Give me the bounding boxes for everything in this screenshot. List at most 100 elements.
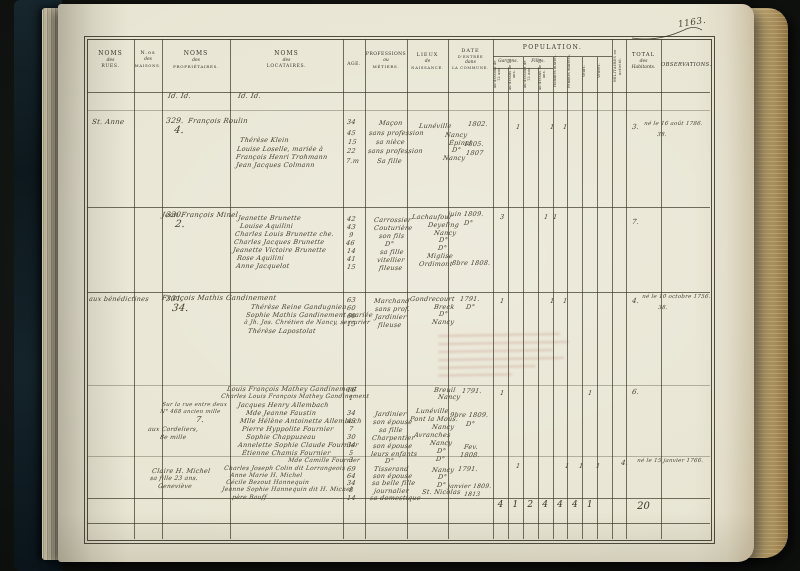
header-text: ou [383, 58, 389, 64]
handwriting-entry: D° [463, 219, 474, 227]
handwriting-entry: sa nièce [375, 138, 406, 146]
handwriting-entry: 1 [562, 123, 568, 131]
handwriting-entry: Ordimont [418, 260, 454, 268]
handwriting-entry: 9bre 1809. [449, 411, 490, 419]
table-grid-line [553, 57, 554, 539]
header-text: NOMS [183, 50, 209, 57]
handwriting-entry: 1 [348, 394, 354, 402]
col-header-total: TOTAL des Habitants. [626, 52, 661, 71]
handwriting-entry: Thérèse Reine Gandugnien [250, 303, 348, 311]
handwriting-entry: Lunéville [418, 122, 453, 130]
handwriting-entry: 4. [620, 459, 629, 467]
handwriting-entry: 6. [631, 388, 640, 396]
handwriting-entry: D° [437, 244, 448, 252]
totals-cell: 1 [586, 500, 593, 510]
table-grid-line [508, 68, 509, 539]
totals-cell: 4 [542, 500, 548, 510]
handwriting-entry: 63 [346, 296, 357, 304]
table-grid-line [448, 39, 449, 539]
handwriting-entry: 1 [552, 213, 558, 221]
table-grid-line [87, 92, 710, 93]
col-header-naissance: LIEUX de NAISSANCE. [407, 52, 448, 70]
table-grid-line [567, 57, 568, 539]
handwriting-entry: 38. [656, 132, 668, 138]
handwriting-entry: 1 [587, 389, 593, 397]
table-grid-line [493, 56, 612, 57]
header-text: LOCATAIRES. [266, 64, 307, 70]
handwriting-entry: 45 [346, 129, 357, 137]
header-text: des [106, 58, 115, 64]
header-text: D'ENTRÉE [457, 54, 484, 59]
handwriting-entry: 1791. [457, 465, 479, 473]
handwriting-entry: Deyeling [427, 221, 460, 229]
handwriting-entry: Nancy [442, 154, 466, 162]
header-text: MAISONS. [134, 62, 162, 68]
handwriting-entry: D° [435, 455, 446, 463]
table-grid-line [87, 456, 710, 457]
table-grid-line [134, 39, 135, 539]
subcol-header: Hommes mariés. [553, 54, 557, 88]
handwriting-entry: 15 [346, 320, 357, 328]
handwriting-entry: père Bauff [231, 494, 268, 501]
table-inner-frame [87, 39, 712, 541]
header-text: Habitants. [631, 65, 656, 71]
handwriting-entry: 16 [346, 386, 357, 394]
handwriting-entry: Geneviève [157, 483, 193, 490]
handwriting-entry: aux Cordeliers, [147, 426, 199, 433]
table-grid-line [493, 39, 494, 539]
handwriting-entry: son fils [378, 232, 406, 240]
table-grid-line [87, 498, 710, 499]
handwriting-entry: 43 [346, 223, 357, 231]
header-text: Filles. [531, 59, 545, 64]
handwriting-entry: 1802. [467, 120, 489, 128]
handwriting-entry: fileuse [377, 321, 403, 329]
handwriting-entry: sans profession [367, 147, 424, 155]
handwriting-entry: sa domestique [369, 494, 422, 502]
handwriting-entry: St. Anne [91, 118, 125, 126]
header-text: des [639, 59, 648, 65]
handwriting-entry: Charpentier [371, 434, 416, 442]
header-text: MÉTIERS. [372, 64, 400, 70]
handwriting-entry: Nancy [431, 423, 455, 431]
table-grid-line [87, 292, 710, 293]
handwriting-entry: 22 [346, 147, 357, 155]
handwriting-entry: Pierre Hyppolite Fournier [241, 425, 335, 433]
handwriting-entry: 9 [348, 231, 354, 239]
handwriting-entry: 15 [346, 263, 357, 271]
handwriting-entry: Nancy [444, 131, 468, 139]
handwriting-entry: né le 15 janvier 1766. [636, 458, 704, 464]
handwriting-entry: Gondrecourt [409, 295, 456, 303]
handwriting-entry: 8bre 1808. [451, 259, 492, 267]
handwriting-entry: fileuse [378, 264, 404, 272]
header-text: POPULATION. [522, 44, 583, 51]
handwriting-entry: 38. [657, 305, 669, 311]
header-text: LA COMMUNE. [452, 65, 489, 70]
handwriting-entry: Jacques Henry Allembach [237, 401, 330, 409]
handwriting-entry: 34 [346, 118, 357, 126]
group-header-population: POPULATION. [493, 44, 612, 52]
totals-cell: 1 [512, 500, 519, 510]
handwriting-entry: 3. [631, 123, 640, 131]
handwriting-entry: 14 [346, 247, 357, 255]
handwriting-entry: 7 [348, 425, 354, 433]
header-text: AGE. [347, 62, 361, 67]
handwriting-entry: François Mathis Gandinement [161, 294, 277, 302]
handwriting-entry: Nancy [429, 439, 453, 447]
handwriting-entry: Thérèse Lapostolat [247, 327, 317, 335]
header-text: Garçons. [498, 59, 518, 64]
handwriting-entry: D° [384, 457, 395, 465]
handwriting-entry: 4. [173, 125, 185, 136]
handwriting-entry: Id. Id. [237, 92, 262, 100]
handwriting-entry: D° [437, 473, 448, 481]
table-grid-line [407, 39, 408, 539]
handwriting-entry: 34 [346, 409, 357, 417]
header-text: N.os [140, 50, 156, 56]
col-header-rues: NOMS des RUES. [87, 50, 134, 70]
handwriting-entry: 1 [549, 123, 555, 131]
subcol-header: au-dessous de 12 ans. [523, 60, 531, 88]
ink-bleed-through [437, 328, 576, 382]
subcol-header: Veuves. [597, 63, 601, 79]
handwriting-entry: 34. [171, 303, 190, 314]
header-text: NAISSANCE. [411, 64, 444, 70]
header-text: OBSERVATIONS. [661, 62, 712, 68]
